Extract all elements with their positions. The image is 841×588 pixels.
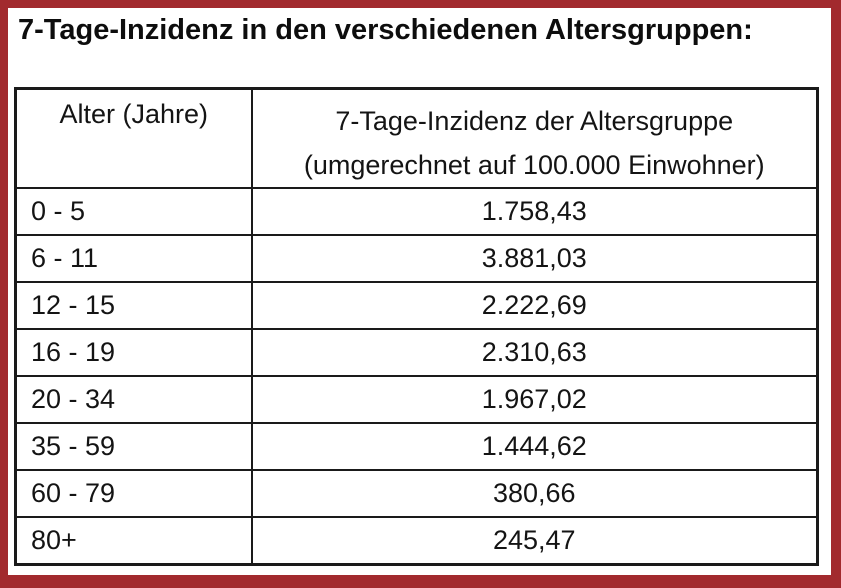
table-row: 20 - 34 1.967,02 [14, 375, 819, 424]
table-body: 0 - 5 1.758,43 6 - 11 3.881,03 12 - 15 2… [14, 187, 819, 565]
age-cell: 20 - 34 [14, 375, 253, 424]
incidence-cell: 2.310,63 [250, 328, 819, 377]
table-row: 0 - 5 1.758,43 [14, 187, 819, 236]
age-cell: 0 - 5 [14, 187, 253, 236]
age-cell: 80+ [14, 516, 253, 565]
incidence-cell: 2.222,69 [250, 281, 819, 330]
table-row: 80+ 245,47 [14, 516, 819, 565]
document-content: 7-Tage-Inzidenz in den verschiedenen Alt… [8, 8, 831, 575]
age-cell: 6 - 11 [14, 234, 253, 283]
incidence-cell: 3.881,03 [250, 234, 819, 283]
header-incidence: 7-Tage-Inzidenz der Altersgruppe (umgere… [250, 87, 819, 189]
table-row: 16 - 19 2.310,63 [14, 328, 819, 377]
age-cell: 60 - 79 [14, 469, 253, 518]
incidence-cell: 1.758,43 [250, 187, 819, 236]
header-age: Alter (Jahre) [14, 87, 253, 189]
incidence-cell: 380,66 [250, 469, 819, 518]
header-row: Alter (Jahre) 7-Tage-Inzidenz der Alters… [14, 87, 819, 189]
age-cell: 35 - 59 [14, 422, 253, 471]
header-incidence-line2: (umgerechnet auf 100.000 Einwohner) [303, 150, 765, 180]
table-row: 35 - 59 1.444,62 [14, 422, 819, 471]
table-row: 12 - 15 2.222,69 [14, 281, 819, 330]
incidence-cell: 245,47 [250, 516, 819, 565]
age-cell: 16 - 19 [14, 328, 253, 377]
table-header: Alter (Jahre) 7-Tage-Inzidenz der Alters… [14, 87, 819, 189]
header-incidence-line1: 7-Tage-Inzidenz der Altersgruppe [335, 106, 734, 136]
table-row: 60 - 79 380,66 [14, 469, 819, 518]
incidence-table: Alter (Jahre) 7-Tage-Inzidenz der Alters… [14, 87, 819, 566]
table-row: 6 - 11 3.881,03 [14, 234, 819, 283]
page-title: 7-Tage-Inzidenz in den verschiedenen Alt… [18, 14, 753, 46]
age-cell: 12 - 15 [14, 281, 253, 330]
incidence-cell: 1.967,02 [250, 375, 819, 424]
incidence-cell: 1.444,62 [250, 422, 819, 471]
